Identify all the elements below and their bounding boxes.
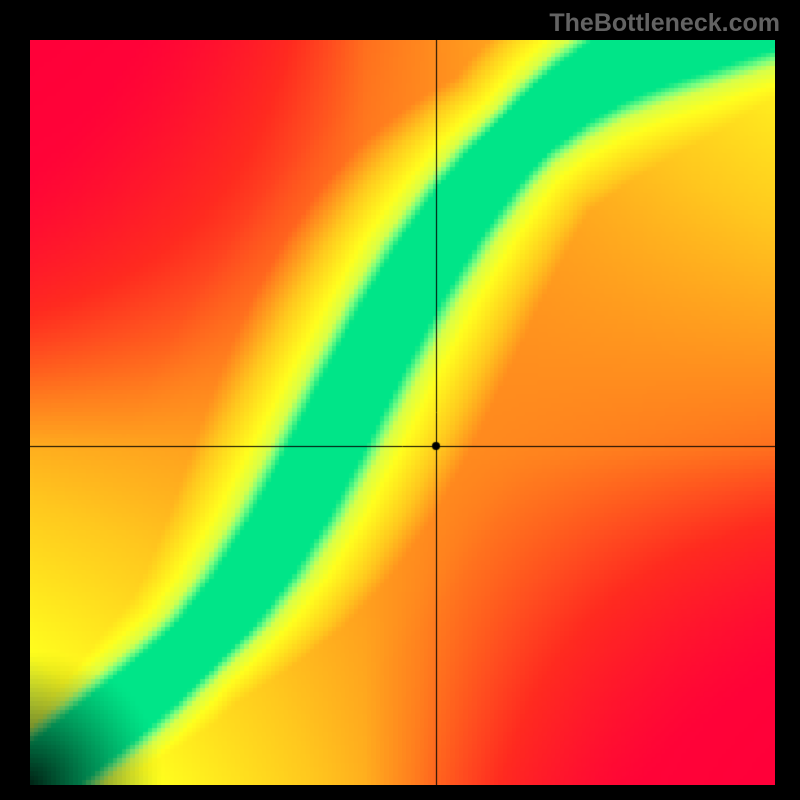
- chart-container: { "watermark": { "text": "TheBottleneck.…: [0, 0, 800, 800]
- watermark-text: TheBottleneck.com: [549, 9, 780, 38]
- bottleneck-heatmap: [30, 40, 775, 785]
